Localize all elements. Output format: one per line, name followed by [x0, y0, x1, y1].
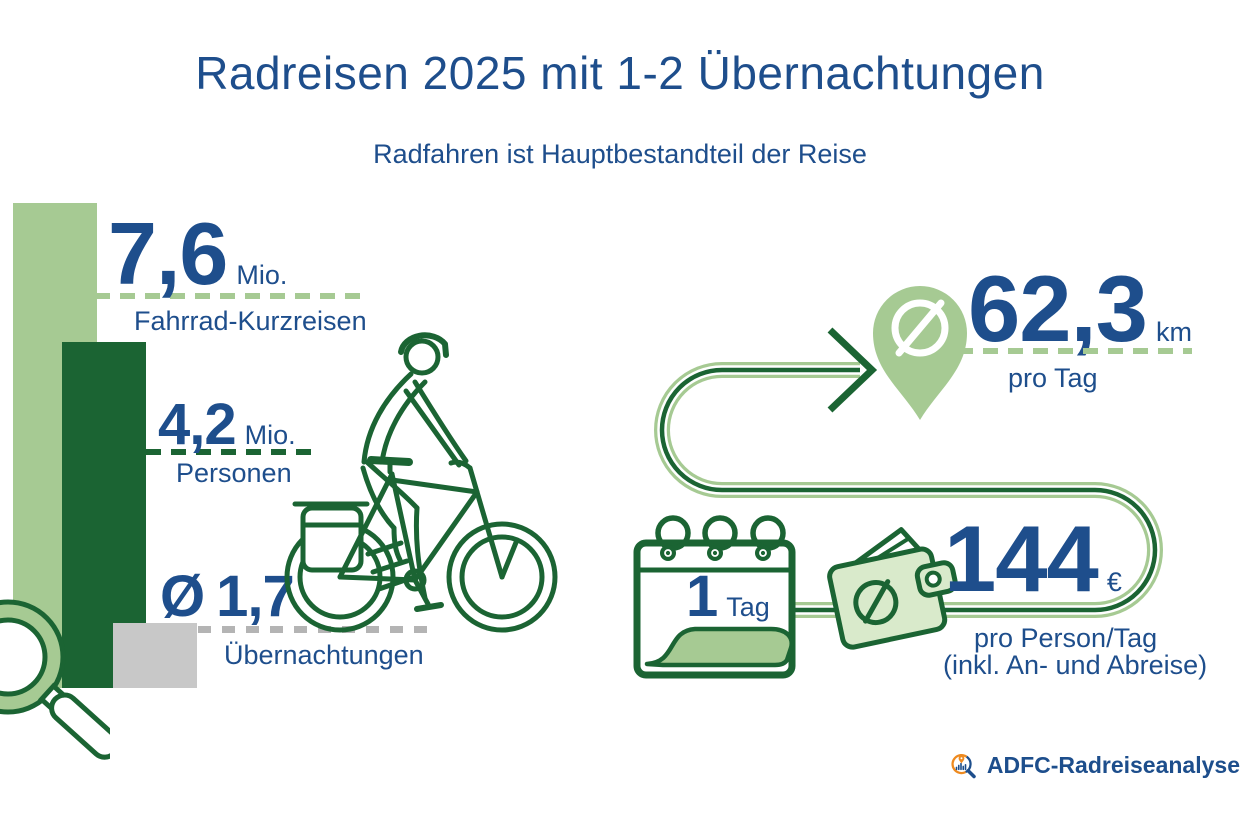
- stat-dauer-unit: Tag: [726, 592, 770, 622]
- adfc-logo: ADFC-Radreiseanalyse: [948, 720, 1240, 810]
- stat-dauer: 1 Tag: [686, 568, 770, 626]
- calendar-icon: [633, 515, 796, 679]
- logo-bar-chart-icon: [955, 762, 967, 771]
- page-subtitle: Radfahren ist Hauptbestandteil der Reise: [373, 139, 867, 169]
- stat-kosten-unit: €: [1106, 567, 1122, 597]
- average-symbol-wallet-icon: [853, 580, 899, 626]
- stat-personen: 4,2 Mio.: [158, 396, 296, 454]
- average-symbol-pin-icon: [891, 299, 949, 357]
- stat-kurzreisen-unit: Mio.: [236, 260, 288, 290]
- stat-kosten-value: 144: [944, 506, 1099, 611]
- stat-kurzreisen-label: Fahrrad-Kurzreisen: [134, 306, 367, 336]
- stat-personen-value: 4,2: [158, 392, 237, 457]
- wallet-icon: [827, 527, 958, 650]
- route-path: [654, 286, 1163, 618]
- stat-personen-unit: Mio.: [244, 420, 296, 450]
- dash-line-personen: [146, 449, 318, 455]
- adfc-logo-text: ADFC-Radreiseanalyse: [986, 751, 1240, 778]
- page-title: Radreisen 2025 mit 1-2 Übernachtungen: [195, 47, 1045, 99]
- stat-dauer-value: 1: [686, 564, 718, 629]
- stat-personen-label: Personen: [176, 458, 292, 488]
- stat-kosten-sublabel: (inkl. An- und Abreise): [943, 650, 1208, 680]
- dash-line-uebernachtungen: [198, 626, 430, 633]
- dash-line-kurzreisen: [95, 293, 363, 299]
- logo-pin-icon: [958, 755, 965, 764]
- page-curl: [644, 626, 794, 668]
- location-pin-icon: [873, 286, 967, 420]
- arrow-icon: [827, 327, 878, 413]
- stat-kosten-label: pro Person/Tag: [974, 623, 1158, 653]
- bicycle-rider-icon: [284, 332, 558, 633]
- stat-distanz-value: 62,3: [968, 256, 1148, 361]
- stat-uebernachtungen-label: Übernachtungen: [224, 640, 424, 670]
- stat-distanz-unit: km: [1155, 317, 1192, 347]
- stat-uebernachtungen: Ø 1,7: [160, 564, 295, 629]
- dash-line-distanz: [958, 348, 1192, 354]
- stat-kosten: 144 €: [944, 512, 1122, 606]
- adfc-logo-magnifier-icon: [951, 753, 976, 779]
- bar-uebernachtungen: [113, 623, 197, 688]
- stat-kurzreisen: 7,6 Mio.: [108, 210, 287, 298]
- average-symbol: Ø: [160, 564, 205, 629]
- stat-distanz-label: pro Tag: [1008, 363, 1098, 393]
- stat-kurzreisen-value: 7,6: [108, 204, 228, 303]
- stat-uebernachtungen-value: 1,7: [216, 564, 295, 629]
- magnifier-icon: [0, 599, 110, 760]
- stat-distanz: 62,3 km: [968, 262, 1192, 356]
